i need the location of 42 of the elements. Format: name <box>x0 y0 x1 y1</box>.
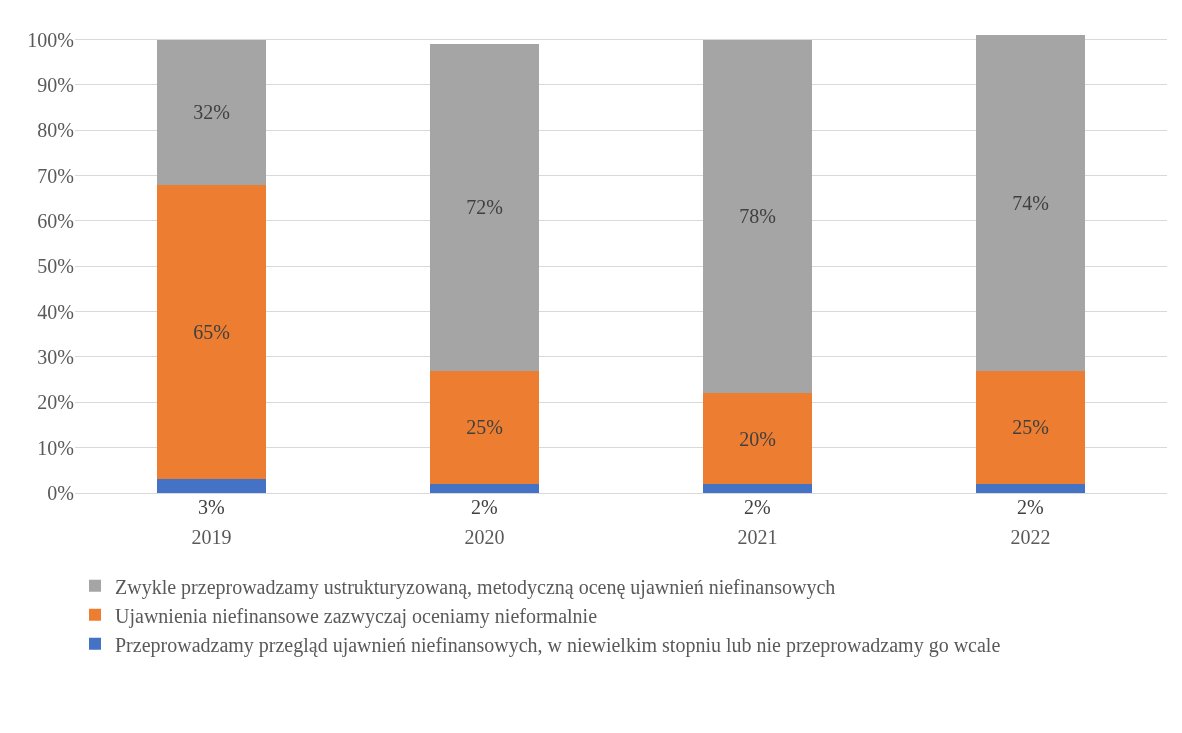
y-tick-label: 60% <box>37 209 74 232</box>
data-label: 25% <box>466 416 503 439</box>
y-tick-label: 40% <box>37 300 74 323</box>
bar <box>429 483 540 493</box>
data-label: 32% <box>193 101 230 124</box>
y-tick-label: 80% <box>37 119 74 142</box>
y-tick-label: 100% <box>27 28 74 51</box>
x-tick-label: 2020 <box>464 526 505 548</box>
bar <box>702 483 813 493</box>
y-tick-label: 70% <box>37 164 74 187</box>
bar <box>975 35 1086 371</box>
x-tick-label: 2019 <box>191 526 232 548</box>
bar <box>156 39 267 185</box>
bar <box>156 184 267 480</box>
data-label: 3% <box>198 496 225 518</box>
y-tick-label: 30% <box>37 345 74 368</box>
y-tick-label: 90% <box>37 73 74 96</box>
y-tick-label: 20% <box>37 391 74 414</box>
x-tick-label: 2021 <box>737 526 778 548</box>
data-label: 20% <box>739 427 776 450</box>
bar <box>156 479 267 493</box>
y-tick-label: 50% <box>37 255 74 278</box>
data-label: 2% <box>744 496 771 518</box>
data-label: 72% <box>466 196 503 219</box>
data-label: 74% <box>1012 191 1049 214</box>
legend-label: Zwykle przeprowadzamy ustrukturyzowaną, metodyczną ocenę ujawnień niefinansowych <box>115 575 836 599</box>
bar <box>975 370 1086 484</box>
bar <box>429 44 540 371</box>
legend-label: Przeprowadzamy przegląd ujawnień niefinansowych, w niewielkim stopniu lub nie przeprowadzamy go wcale <box>115 633 1001 657</box>
bar <box>702 393 813 484</box>
bar <box>702 39 813 394</box>
bar <box>975 483 1086 493</box>
y-tick-label: 0% <box>47 482 74 504</box>
bar <box>429 370 540 484</box>
data-label: 65% <box>193 321 230 344</box>
data-label: 25% <box>1012 416 1049 439</box>
data-label: 2% <box>1017 496 1044 518</box>
data-label: 78% <box>739 205 776 228</box>
x-tick-label: 2022 <box>1010 526 1051 548</box>
legend-label: Ujawnienia niefinansowe zazwyczaj oceniamy nieformalnie <box>115 604 598 628</box>
y-tick-label: 10% <box>37 436 74 459</box>
data-label: 2% <box>471 496 498 518</box>
